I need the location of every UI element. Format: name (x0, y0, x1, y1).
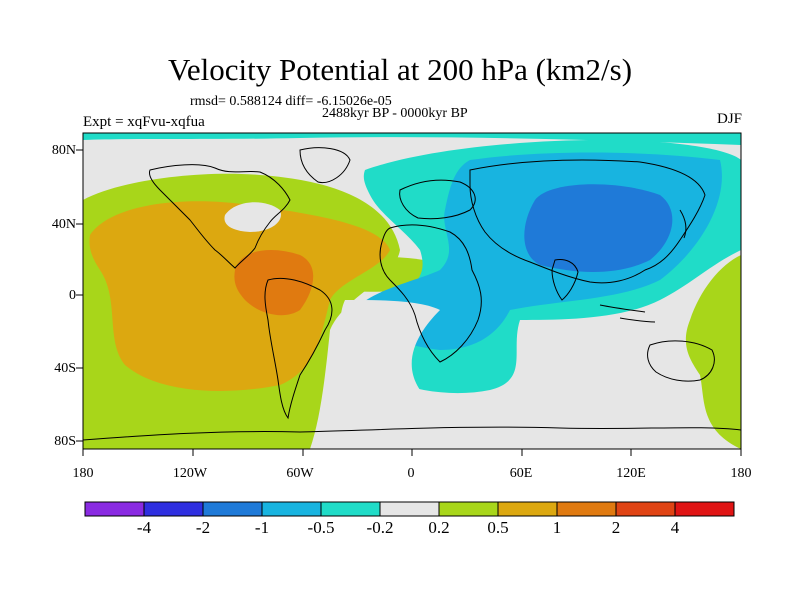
colorbar-box (674, 501, 735, 517)
colorbar-box (497, 501, 558, 517)
lon-label-180e: 180 (730, 466, 752, 481)
lon-label-120w: 120W (172, 466, 208, 481)
colorbar-box (438, 501, 499, 517)
south-atlantic-neutral (320, 300, 600, 449)
lon-label-180w: 180 (72, 466, 94, 481)
colorbar-label: 2 (611, 518, 621, 537)
lat-label-40n: 40N (51, 217, 76, 232)
lat-label-0: 0 (69, 288, 76, 303)
asia-blue-min-region (524, 184, 673, 272)
arctic-neutral-cap (100, 142, 400, 162)
season-label: DJF (716, 111, 742, 127)
colorbar-label: -4 (136, 518, 152, 537)
coastlines (83, 147, 741, 441)
americas-orange-region (89, 201, 391, 391)
colorbar-label: -1 (254, 518, 270, 537)
lat-label-80n: 80N (51, 143, 76, 158)
colorbar-box (143, 501, 204, 517)
caribbean-max-region (234, 250, 314, 316)
coastline-japan (679, 209, 687, 239)
colorbar-box (202, 501, 263, 517)
coastline-north-america (149, 164, 291, 269)
colorbar-box (261, 501, 322, 517)
colorbar-box (320, 501, 381, 517)
coastline-antarctica (83, 426, 741, 441)
coastline-south-america (264, 277, 333, 420)
experiment-label: Expt = xqFvu-xqfua (83, 114, 205, 130)
period-label: 2488kyr BP - 0000kyr BP (322, 106, 468, 121)
coastline-greenland (299, 147, 351, 184)
arctic-teal-strip (83, 133, 741, 145)
lat-label-40s: 40S (54, 361, 76, 376)
lon-label-60w: 60W (286, 466, 314, 481)
colorbar-box (379, 501, 440, 517)
lon-label-0: 0 (407, 466, 415, 481)
map-ticks (76, 149, 742, 456)
coastline-india (551, 259, 579, 301)
map-title: Velocity Potential at 200 hPa (km2/s) (167, 52, 633, 87)
colorbar-box (615, 501, 676, 517)
colorbar-label: -0.2 (366, 518, 394, 537)
coastline-australia (647, 340, 715, 382)
colorbar-label: -0.5 (307, 518, 335, 537)
coastline-indonesia (599, 304, 656, 323)
lon-label-60e: 60E (509, 466, 533, 481)
coastline-africa (379, 224, 482, 363)
coastline-europe (399, 179, 476, 220)
colorbar-label: 4 (670, 518, 680, 537)
stat-line: rmsd= 0.588124 diff= -6.15026e-05 (190, 94, 392, 109)
coastline-asia (469, 159, 706, 284)
north-america-neutral-hole (224, 202, 281, 232)
colorbar-label: 0.5 (487, 518, 509, 537)
contour-field (83, 133, 741, 449)
colorbar-label: -2 (195, 518, 211, 537)
colorbar-label: 1 (552, 518, 562, 537)
lat-label-80s: 80S (54, 434, 76, 449)
colorbar-box (84, 501, 145, 517)
colorbar-box (556, 501, 617, 517)
colorbar-label: 0.2 (428, 518, 450, 537)
lon-label-120e: 120E (616, 466, 646, 481)
colorbar (84, 501, 735, 517)
